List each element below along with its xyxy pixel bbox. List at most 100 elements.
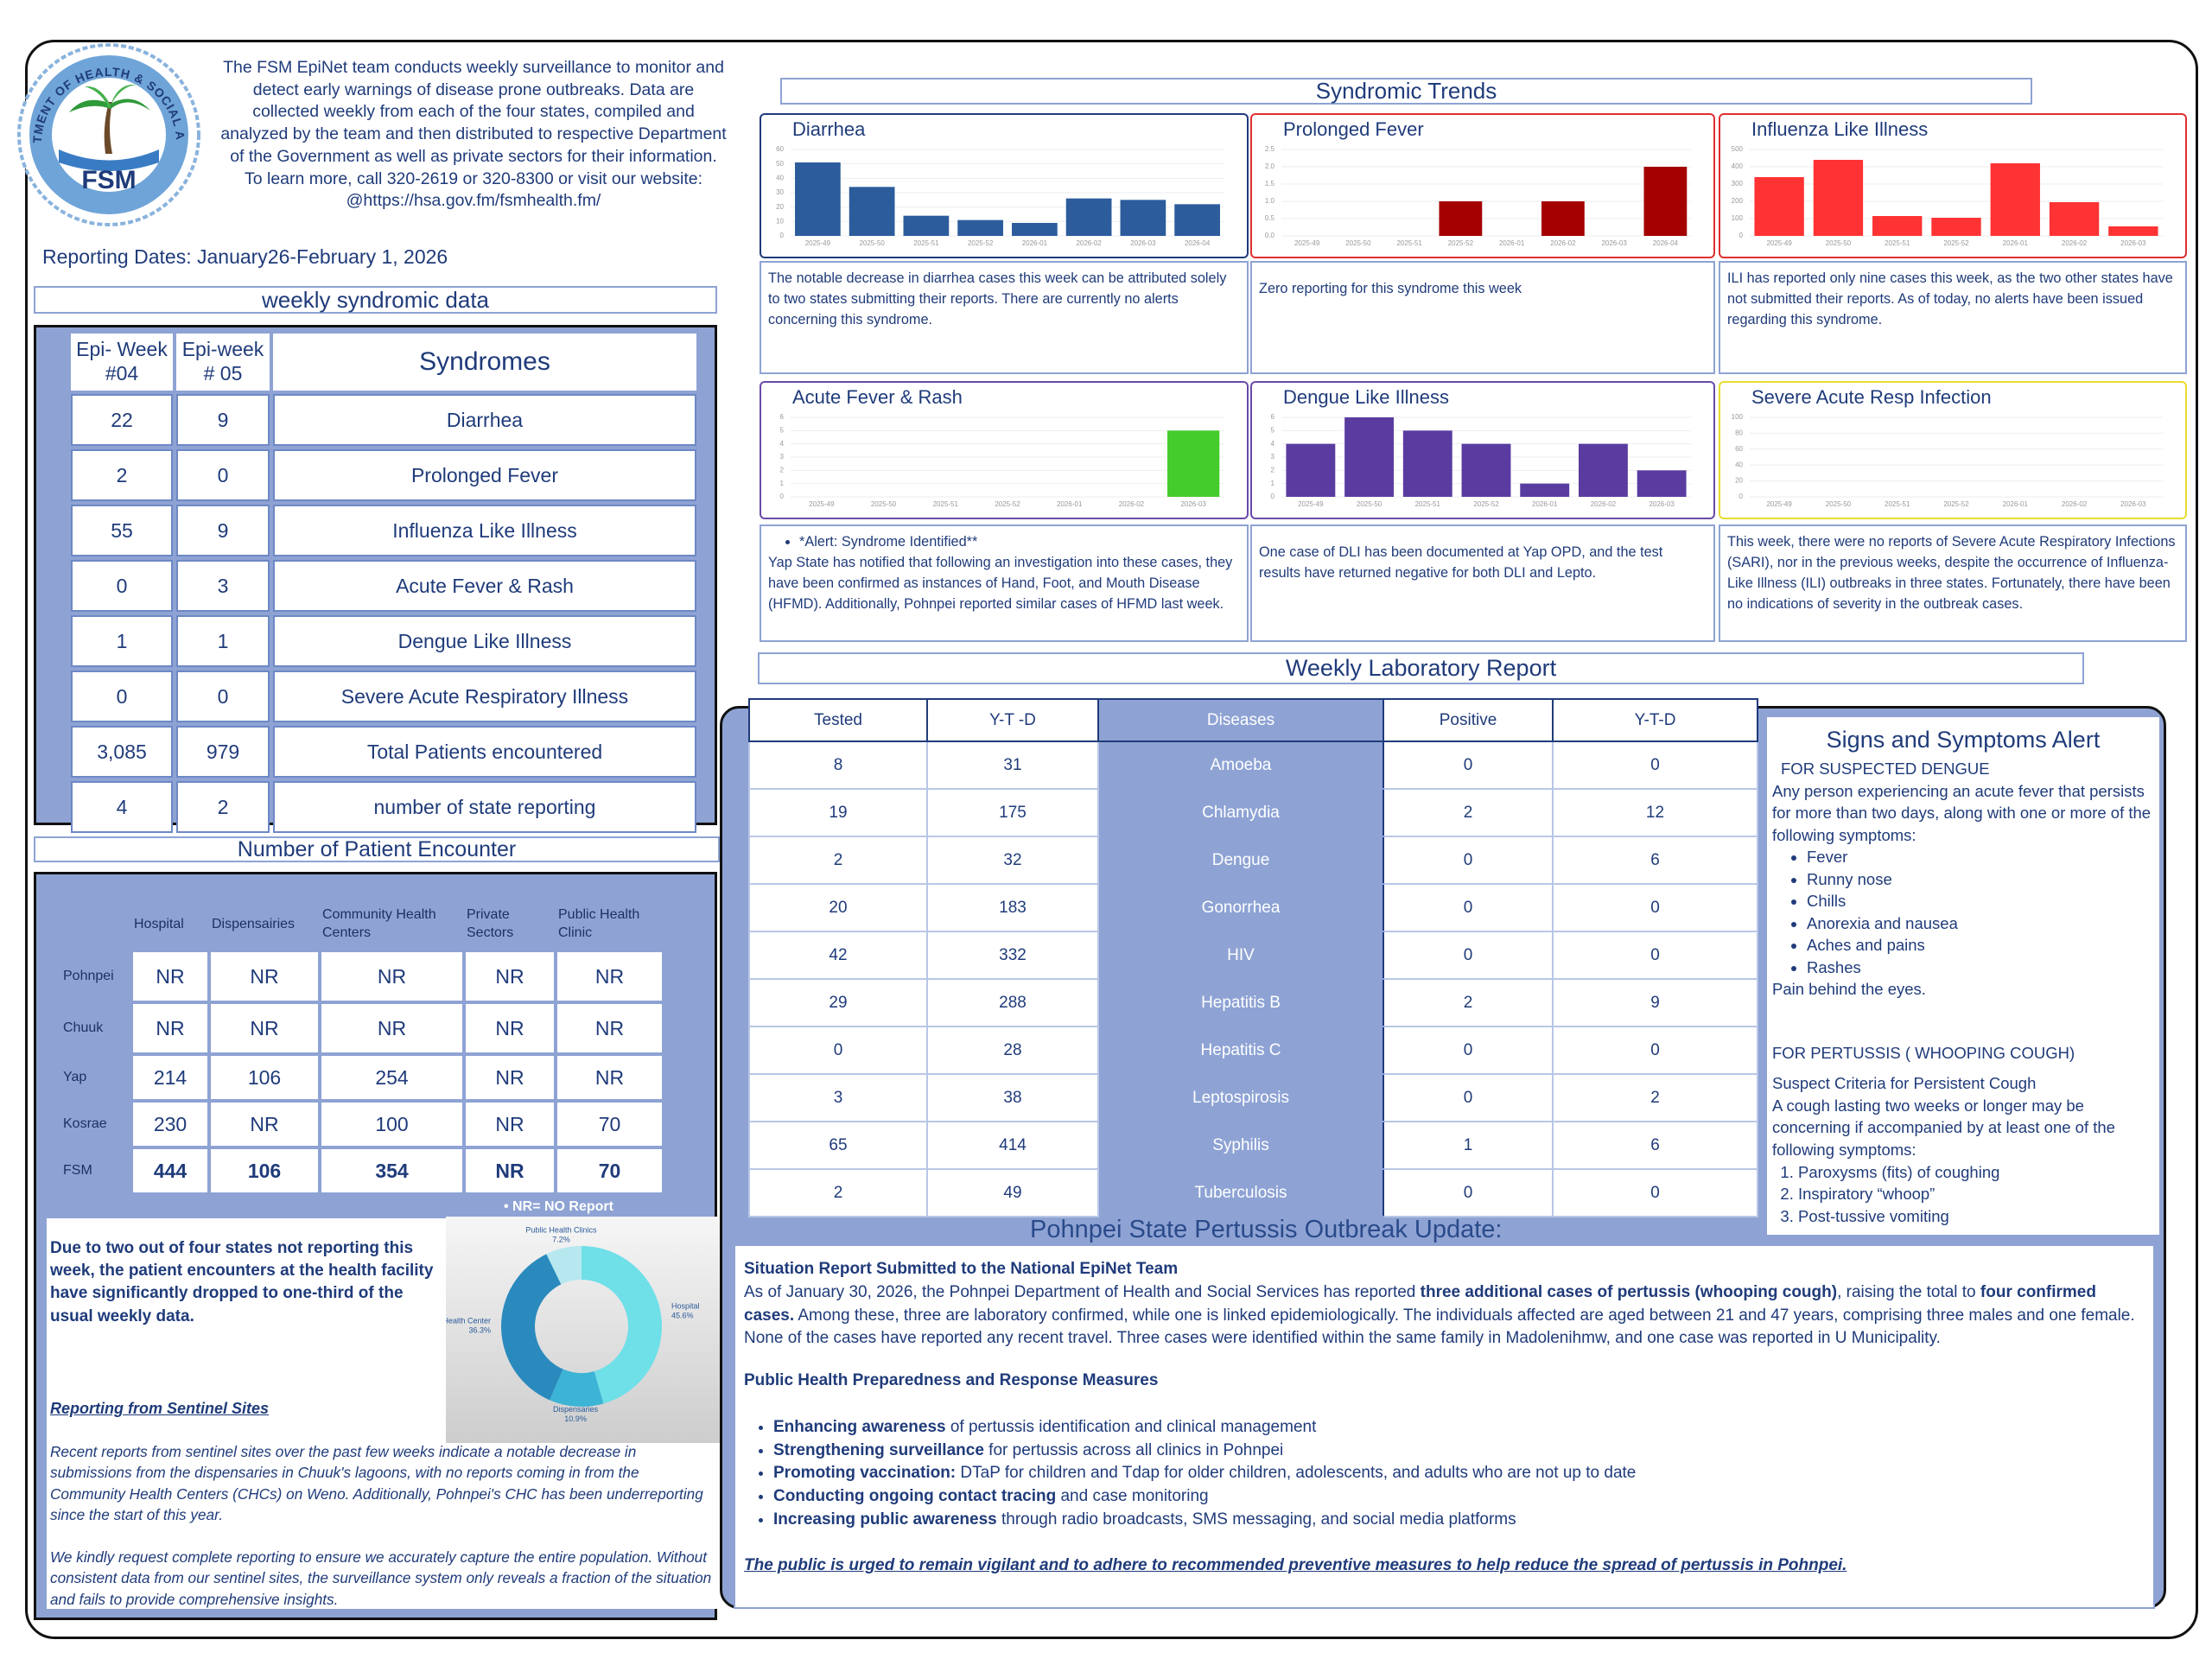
slice-label: Dispensaries 10.9% <box>553 1405 599 1423</box>
chart-title: Severe Acute Resp Infection <box>1751 386 1992 408</box>
y-tick-label: 1 <box>780 480 785 487</box>
table-cell: 0 <box>1552 1026 1758 1075</box>
table-row: Chuuk NR NR NR NR NR <box>62 1004 662 1052</box>
table-cell: 3 <box>748 1073 928 1122</box>
bar <box>1167 430 1220 497</box>
x-tick-label: 2025-51 <box>1396 239 1422 247</box>
table-cell: 2 <box>1552 1073 1758 1122</box>
bar <box>795 162 841 236</box>
chart-panel: Prolonged Fever 0.0 0.5 1.0 1.5 2.0 2.5 2025-49… <box>1250 113 1715 258</box>
measure: Promoting vaccination: DTaP for children… <box>773 1462 2145 1485</box>
measure: Strengthening surveillance for pertussis… <box>773 1440 2145 1463</box>
x-tick-label: 2026-01 <box>1499 239 1525 247</box>
y-tick-label: 40 <box>776 174 784 181</box>
table-cell: Amoeba <box>1097 741 1384 790</box>
table-cell: NR <box>557 1004 662 1052</box>
table-cell: 70 <box>557 1103 662 1146</box>
y-tick-label: 3 <box>780 453 785 461</box>
x-tick-label: 2025-50 <box>1357 500 1382 508</box>
table-cell: Severe Acute Respiratory Illness <box>273 671 696 722</box>
y-tick-label: 0 <box>780 493 785 500</box>
table-cell: NR <box>466 952 554 1001</box>
table-row: 19 175 Chlamydia 2 12 <box>748 788 1758 837</box>
bar <box>1541 201 1585 236</box>
measure-lead: Promoting vaccination: <box>773 1464 957 1483</box>
y-tick-label: 100 <box>1732 413 1744 421</box>
x-tick-label: 2025-50 <box>1826 500 1852 508</box>
nr-note: • NR= NO Report <box>504 1199 613 1214</box>
situation-text: As of January 30, 2026, the Pohnpei Depa… <box>744 1281 2145 1351</box>
row-label: Pohnpei <box>63 969 114 983</box>
column-header: Y-T-D <box>1552 698 1758 742</box>
y-tick-label: 200 <box>1732 197 1744 205</box>
column-header: Y-T -D <box>926 698 1099 742</box>
y-tick-label: 4 <box>780 440 785 448</box>
alert-list: *Alert: Syndrome Identified** <box>768 531 1240 552</box>
table-cell: 175 <box>926 788 1099 837</box>
header-line: Epi-week <box>181 338 264 361</box>
x-tick-label: 2025-52 <box>1473 500 1499 508</box>
bold-run: three additional cases of pertussis (who… <box>1420 1282 1838 1301</box>
chart-panel: Severe Acute Resp Infection 0 20 40 60 80 100 2… <box>1719 381 2187 519</box>
table-cell: 19 <box>748 788 928 837</box>
table-row: 42 332 HIV 0 0 <box>748 931 1758 980</box>
measure-lead: Increasing public awareness <box>773 1510 997 1529</box>
table-cell: 6 <box>1552 836 1758 885</box>
outbreak-title: Pohnpei State Pertussis Outbreak Update: <box>1030 1216 1503 1243</box>
table-cell: NR <box>466 1103 554 1146</box>
table-cell: 3 <box>176 560 270 612</box>
table-row: 65 414 Syphilis 1 6 <box>748 1121 1758 1170</box>
table-cell: Prolonged Fever <box>273 449 696 501</box>
y-tick-label: 0.5 <box>1265 214 1275 222</box>
table-cell: 28 <box>926 1026 1099 1075</box>
y-tick-label: 0 <box>1271 493 1275 500</box>
signs-title: Signs and Symptoms Alert <box>1826 727 2101 753</box>
table-cell: 49 <box>926 1168 1099 1217</box>
header-text: The FSM EpiNet team conducts weekly surv… <box>219 57 728 213</box>
bar <box>1286 443 1336 497</box>
column-header: Epi-week # 05 <box>176 334 270 391</box>
chart-comment: ILI has reported only nine cases this we… <box>1719 261 2187 374</box>
table-cell: 8 <box>748 741 928 790</box>
table-cell: NR <box>321 952 462 1001</box>
sentinel-heading: Reporting from Sentinel Sites <box>50 1400 270 1417</box>
x-tick-label: 2026-02 <box>2062 239 2088 247</box>
slice-name: Dispensaries <box>553 1405 599 1414</box>
slice-name: Public Health Clinics <box>525 1226 597 1235</box>
measure-text: of pertussis identification and clinical… <box>945 1417 1317 1436</box>
slice-value: 45.6% <box>671 1312 694 1320</box>
x-tick-label: 2026-03 <box>1649 500 1675 508</box>
bar <box>1872 216 1923 236</box>
table-cell: 1 <box>71 615 173 667</box>
table-cell: NR <box>321 1004 462 1052</box>
table-cell: Hepatitis B <box>1097 978 1384 1027</box>
y-tick-label: 4 <box>1271 440 1275 448</box>
x-tick-label: 2026-03 <box>1601 239 1627 247</box>
text-run: As of January 30, 2026, the Pohnpei Depa… <box>744 1282 1421 1301</box>
x-tick-label: 2026-03 <box>2120 239 2146 247</box>
header-line: Syndromes <box>419 347 550 376</box>
row-label: FSM <box>63 1163 92 1178</box>
table-cell: NR <box>466 1149 554 1192</box>
measure-lead: Conducting ongoing contact tracing <box>773 1487 1057 1506</box>
table-cell: 2 <box>748 1168 928 1217</box>
donut-slice <box>550 1369 604 1407</box>
bar <box>2049 202 2100 236</box>
measure: Increasing public awareness through radi… <box>773 1509 2145 1532</box>
section-title: Weekly Laboratory Report <box>758 652 2084 684</box>
table-cell: 0 <box>71 560 173 612</box>
x-tick-label: 2026-02 <box>2062 500 2088 508</box>
y-tick-label: 2 <box>1271 466 1275 474</box>
table-cell: NR <box>466 1004 554 1052</box>
x-tick-label: 2025-49 <box>809 500 835 508</box>
table-cell: 20 <box>748 883 928 932</box>
y-tick-label: 1.0 <box>1265 197 1275 205</box>
table-cell: 0 <box>1382 1168 1554 1217</box>
table-cell: 1 <box>176 615 270 667</box>
bar-chart: Acute Fever & Rash 0 1 2 3 4 5 6 2025-49 2025-50 2… <box>780 386 1224 508</box>
symptom: Post-tussive vomiting <box>1798 1205 2154 1228</box>
table-header-row: Epi- Week #04 Epi-week # 05 Syndromes <box>71 334 696 391</box>
y-tick-label: 100 <box>1732 214 1744 222</box>
table-cell: NR <box>133 1004 207 1052</box>
outer-frame <box>25 40 2198 1639</box>
